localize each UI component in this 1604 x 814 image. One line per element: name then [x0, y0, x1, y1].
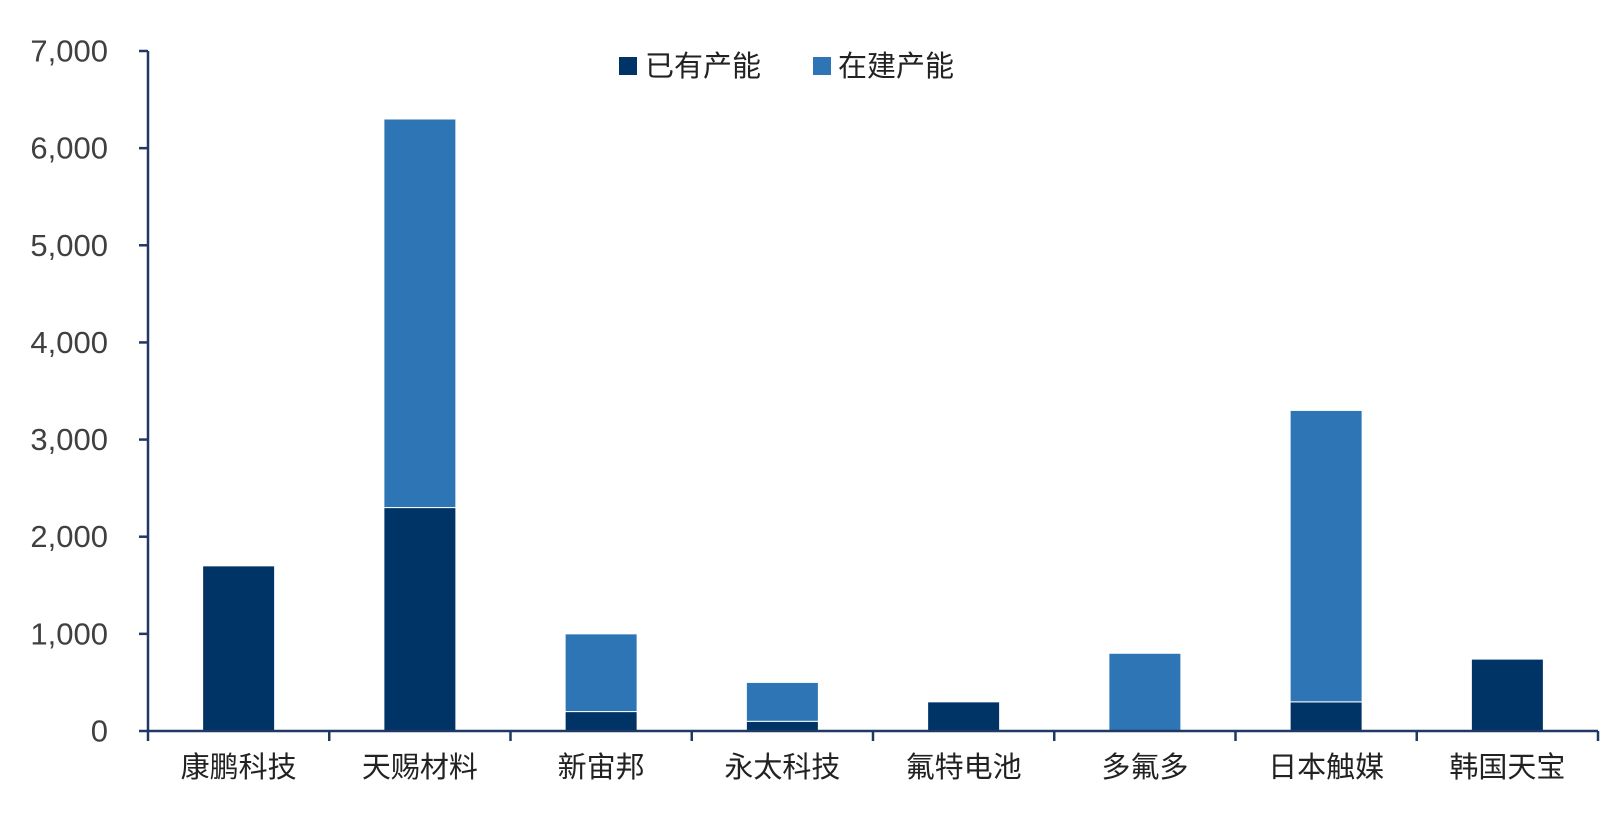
y-tick-label: 5,000: [30, 228, 108, 263]
x-category-label: 永太科技: [724, 750, 840, 784]
x-category-label: 日本触媒: [1268, 750, 1384, 784]
x-axis-ticks: 康鹏科技 天赐材料 新宙邦 永太科技 氟特电池 多氟多 日本触媒 韩国天宝: [146, 731, 1600, 784]
y-tick-label: 3,000: [30, 422, 108, 457]
x-category-label: 韩国天宝: [1449, 750, 1565, 784]
bar-segment-existing: [1470, 658, 1544, 732]
bar-segment-existing: [745, 720, 819, 732]
y-tick-label: 1,000: [30, 616, 108, 651]
x-category-label: 天赐材料: [362, 750, 478, 784]
x-category-label: 新宙邦: [558, 750, 645, 784]
bar-segment-under-construction: [1108, 652, 1182, 732]
bar-segment-existing: [1289, 701, 1363, 732]
bars: [202, 118, 1544, 732]
bar-segment-existing: [564, 711, 638, 732]
bar-segment-under-construction: [1289, 409, 1363, 703]
y-tick-label: 4,000: [30, 325, 108, 360]
x-category-label: 氟特电池: [906, 750, 1022, 784]
legend-swatch: [619, 57, 637, 75]
legend-label: 在建产能: [838, 49, 954, 83]
bar-segment-existing: [202, 565, 276, 732]
y-tick-label: 6,000: [30, 131, 108, 166]
y-tick-label: 0: [91, 714, 108, 749]
bar-segment-under-construction: [383, 118, 457, 509]
bar-segment-existing: [927, 701, 1001, 732]
bar-segment-existing: [383, 507, 457, 732]
legend: 已有产能 在建产能: [619, 49, 954, 83]
x-category-label: 康鹏科技: [181, 750, 297, 784]
legend-swatch: [813, 57, 831, 75]
legend-label: 已有产能: [645, 49, 761, 83]
y-axis-ticks: 0 1,000 2,000 3,000 4,000 5,000 6,000 7,000: [30, 34, 148, 749]
y-tick-label: 2,000: [30, 519, 108, 554]
bar-segment-under-construction: [564, 633, 638, 713]
y-tick-label: 7,000: [30, 34, 108, 69]
bar-segment-under-construction: [745, 681, 819, 722]
x-category-label: 多氟多: [1101, 750, 1188, 784]
